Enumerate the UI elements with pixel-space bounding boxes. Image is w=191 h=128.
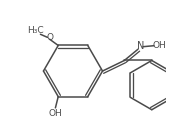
Text: OH: OH xyxy=(153,41,166,50)
Text: N: N xyxy=(137,41,144,51)
Text: OH: OH xyxy=(49,109,62,118)
Text: O: O xyxy=(47,33,54,42)
Text: H₃C: H₃C xyxy=(27,26,43,35)
